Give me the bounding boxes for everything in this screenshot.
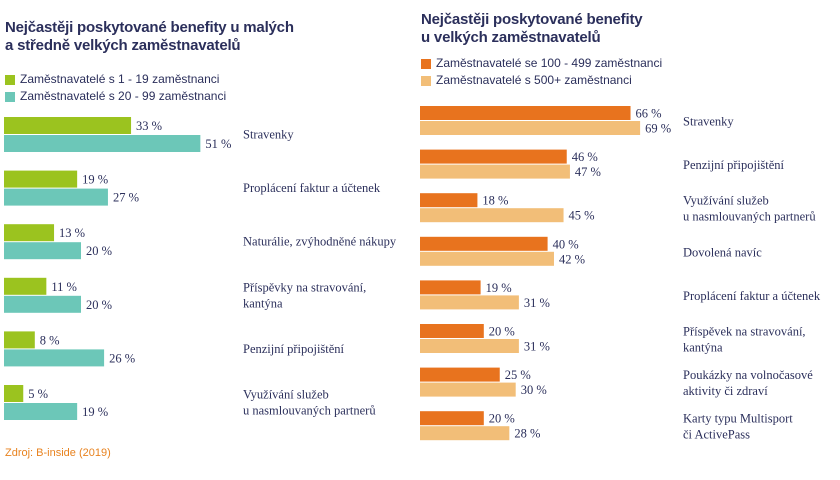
data-label: 30 % [521, 383, 547, 397]
bar [420, 367, 500, 382]
bar [420, 251, 554, 266]
data-label: 42 % [559, 252, 585, 266]
right-chart-title-line: Nejčastěji poskytované benefity [421, 11, 643, 28]
data-label: 31 % [524, 296, 550, 310]
bar [420, 426, 510, 441]
data-label: 20 % [489, 412, 515, 426]
data-label: 19 % [82, 405, 108, 419]
bar [4, 403, 78, 420]
data-label: 26 % [109, 351, 135, 365]
data-label: 19 % [486, 281, 512, 295]
data-label: 25 % [505, 368, 531, 382]
legend-item: Zaměstnavatelé se 100 - 499 zaměstnanci [421, 55, 662, 72]
data-label: 28 % [514, 427, 540, 441]
bar [420, 295, 519, 310]
data-label: 13 % [59, 226, 85, 240]
bar [4, 349, 105, 367]
data-label: 69 % [645, 122, 671, 136]
legend-swatch [5, 74, 15, 85]
data-label: 51 % [205, 137, 231, 151]
data-label: 31 % [524, 340, 550, 354]
data-label: 20 % [86, 298, 112, 312]
right-chart-title-line: u velkých zaměstnavatelů [421, 29, 601, 46]
right-chart-legend: Zaměstnavatelé se 100 - 499 zaměstnanci … [421, 55, 662, 89]
data-label: 33 % [136, 119, 162, 133]
bar [420, 208, 564, 223]
bar [420, 324, 484, 338]
data-label: 40 % [553, 237, 579, 251]
legend-swatch [421, 75, 431, 86]
bar [420, 193, 478, 208]
category-label: aktivity či zdraví [683, 384, 768, 398]
category-label: Penzijní připojištění [683, 158, 785, 172]
category-label: Karty typu Multisport [683, 412, 793, 426]
legend-item: Zaměstnavatelé s 1 - 19 zaměstnanci [5, 71, 226, 88]
bar [420, 236, 548, 251]
left-chart-title: Nejčastěji poskytované benefity u malých… [5, 19, 294, 55]
category-label: kantýna [243, 296, 283, 310]
data-label: 18 % [482, 194, 508, 208]
bar [420, 382, 516, 397]
category-label: u nasmlouvaných partnerů [243, 404, 376, 418]
bar [4, 277, 47, 295]
category-label: Penzijní připojištění [243, 342, 345, 356]
category-label: kantýna [683, 341, 723, 355]
category-label: Příspěvky na stravování, [243, 280, 366, 294]
category-label: Proplácení faktur a účtenek [683, 289, 821, 303]
category-label: u nasmlouvaných partnerů [683, 210, 816, 224]
data-label: 45 % [569, 209, 595, 223]
data-label: 8 % [40, 333, 60, 347]
bar [4, 295, 81, 313]
category-label: Naturálie, zvýhodněné nákupy [243, 235, 397, 249]
legend-item: Zaměstnavatelé s 20 - 99 zaměstnanci [5, 88, 226, 105]
data-label: 47 % [575, 165, 601, 179]
legend-label: Zaměstnavatelé s 500+ zaměstnanci [436, 73, 632, 87]
bar [4, 385, 24, 402]
legend-label: Zaměstnavatelé se 100 - 499 zaměstnanci [436, 56, 663, 70]
data-label: 66 % [636, 107, 662, 121]
category-label: či ActivePass [683, 428, 750, 442]
legend-label: Zaměstnavatelé s 1 - 19 zaměstnanci [20, 72, 220, 86]
category-label: Příspěvek na stravování, [683, 325, 806, 339]
category-label: Stravenky [683, 115, 734, 129]
right-chart-title: Nejčastěji poskytované benefity u velkýc… [421, 11, 643, 47]
left-chart-title-line: Nejčastěji poskytované benefity u malých [5, 19, 294, 36]
category-label: Využívání služeb [683, 194, 769, 208]
bar [4, 170, 78, 188]
category-label: Proplácení faktur a účtenek [243, 181, 381, 195]
source-note: Zdroj: B-inside (2019) [5, 447, 111, 459]
category-label: Dovolená navíc [683, 245, 762, 259]
data-label: 11 % [51, 280, 77, 294]
category-label: Stravenky [243, 128, 294, 142]
bar [420, 121, 641, 135]
category-label: Poukázky na volnočasové [683, 368, 813, 382]
bar [420, 411, 484, 426]
legend-swatch [5, 91, 15, 102]
bar [4, 188, 108, 206]
left-chart-title-line: a středně velkých zaměstnavatelů [5, 37, 241, 54]
left-chart-legend: Zaměstnavatelé s 1 - 19 zaměstnanci Zamě… [5, 71, 226, 105]
legend-item: Zaměstnavatelé s 500+ zaměstnanci [421, 72, 662, 89]
bar [420, 149, 567, 164]
bar [420, 164, 570, 179]
bar [420, 106, 631, 120]
category-label: Využívání služeb [243, 388, 329, 402]
data-label: 5 % [28, 387, 48, 401]
data-label: 46 % [572, 150, 598, 164]
data-label: 19 % [82, 173, 108, 187]
bar [4, 117, 132, 134]
data-label: 27 % [113, 191, 139, 205]
data-label: 20 % [489, 325, 515, 339]
bar [4, 242, 81, 260]
bar [4, 135, 201, 152]
bar [4, 331, 35, 349]
data-label: 20 % [86, 244, 112, 258]
legend-label: Zaměstnavatelé s 20 - 99 zaměstnanci [20, 89, 227, 103]
bar [420, 280, 481, 295]
bar [420, 339, 519, 353]
legend-swatch [421, 58, 431, 69]
bar [4, 224, 55, 242]
